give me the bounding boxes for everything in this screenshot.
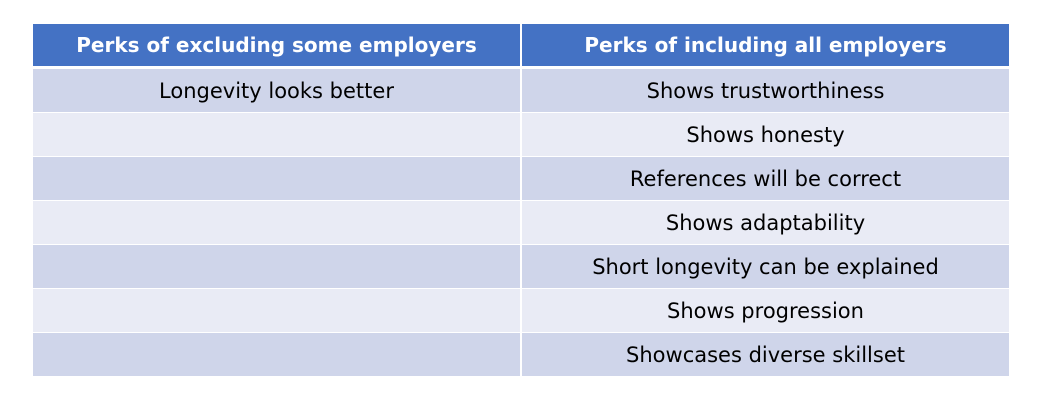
including-cell: Showcases diverse skillset (520, 332, 1009, 376)
header-including: Perks of including all employers (520, 24, 1009, 69)
header-row: Perks of excluding some employers Perks … (33, 24, 1009, 69)
table-row: Shows progression (33, 288, 1009, 333)
including-cell: Short longevity can be explained (520, 244, 1009, 289)
excluding-cell: Longevity looks better (33, 67, 521, 113)
table-row: References will be correct (33, 156, 1009, 201)
including-cell: Shows trustworthiness (520, 67, 1009, 113)
including-cell: Shows progression (520, 288, 1009, 333)
excluding-cell (33, 244, 521, 289)
header-excluding: Perks of excluding some employers (33, 24, 521, 69)
table-row: Showcases diverse skillset (33, 332, 1009, 376)
table-row: Shows adaptability (33, 200, 1009, 245)
excluding-cell (33, 200, 521, 245)
including-cell: Shows honesty (520, 112, 1009, 157)
excluding-cell (33, 332, 521, 376)
table-row: Short longevity can be explained (33, 244, 1009, 289)
including-cell: Shows adaptability (520, 200, 1009, 245)
excluding-cell (33, 156, 521, 201)
table-header: Perks of excluding some employers Perks … (33, 24, 1009, 69)
table-body: Longevity looks better Shows trustworthi… (33, 67, 1009, 376)
including-cell: References will be correct (520, 156, 1009, 201)
excluding-cell (33, 288, 521, 333)
table-row: Shows honesty (33, 112, 1009, 157)
comparison-table: Perks of excluding some employers Perks … (33, 24, 1009, 376)
comparison-table-container: Perks of excluding some employers Perks … (33, 24, 1009, 376)
excluding-cell (33, 112, 521, 157)
table-row: Longevity looks better Shows trustworthi… (33, 67, 1009, 113)
